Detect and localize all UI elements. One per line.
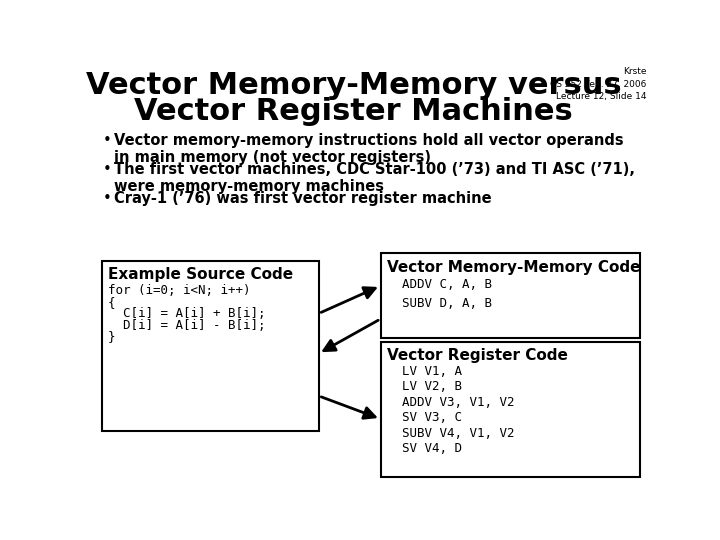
Text: Krste
CS 252 Feb. 27, 2006
Lecture 12, Slide 14: Krste CS 252 Feb. 27, 2006 Lecture 12, S… bbox=[550, 67, 647, 101]
Text: SV V4, D: SV V4, D bbox=[402, 442, 462, 455]
Text: SV V3, C: SV V3, C bbox=[402, 411, 462, 424]
Text: }: } bbox=[108, 330, 115, 343]
Text: Cray-1 (’76) was first vector register machine: Cray-1 (’76) was first vector register m… bbox=[114, 191, 492, 206]
Text: {: { bbox=[108, 296, 115, 309]
Text: The first vector machines, CDC Star-100 (’73) and TI ASC (’71),
were memory-memo: The first vector machines, CDC Star-100 … bbox=[114, 162, 635, 194]
Text: Example Source Code: Example Source Code bbox=[108, 267, 293, 282]
Text: D[i] = A[i] - B[i];: D[i] = A[i] - B[i]; bbox=[108, 319, 266, 332]
Text: Vector Register Code: Vector Register Code bbox=[387, 348, 567, 363]
Text: •: • bbox=[103, 191, 112, 206]
Text: LV V2, B: LV V2, B bbox=[402, 381, 462, 394]
Text: Vector Memory-Memory versus: Vector Memory-Memory versus bbox=[86, 71, 621, 100]
Text: Vector Register Machines: Vector Register Machines bbox=[134, 97, 573, 126]
FancyBboxPatch shape bbox=[102, 261, 319, 430]
Text: LV V1, A: LV V1, A bbox=[402, 365, 462, 378]
Text: Vector Memory-Memory Code: Vector Memory-Memory Code bbox=[387, 260, 640, 275]
Text: C[i] = A[i] + B[i];: C[i] = A[i] + B[i]; bbox=[108, 307, 266, 320]
Text: SUBV D, A, B: SUBV D, A, B bbox=[402, 298, 492, 310]
Text: Vector memory-memory instructions hold all vector operands
in main memory (not v: Vector memory-memory instructions hold a… bbox=[114, 132, 624, 165]
Text: for (i=0; i<N; i++): for (i=0; i<N; i++) bbox=[108, 284, 251, 297]
FancyBboxPatch shape bbox=[381, 253, 640, 338]
Text: ADDV V3, V1, V2: ADDV V3, V1, V2 bbox=[402, 396, 515, 409]
FancyBboxPatch shape bbox=[381, 342, 640, 477]
Text: ADDV C, A, B: ADDV C, A, B bbox=[402, 278, 492, 291]
Text: •: • bbox=[103, 132, 112, 147]
Text: SUBV V4, V1, V2: SUBV V4, V1, V2 bbox=[402, 427, 515, 440]
Text: •: • bbox=[103, 162, 112, 177]
